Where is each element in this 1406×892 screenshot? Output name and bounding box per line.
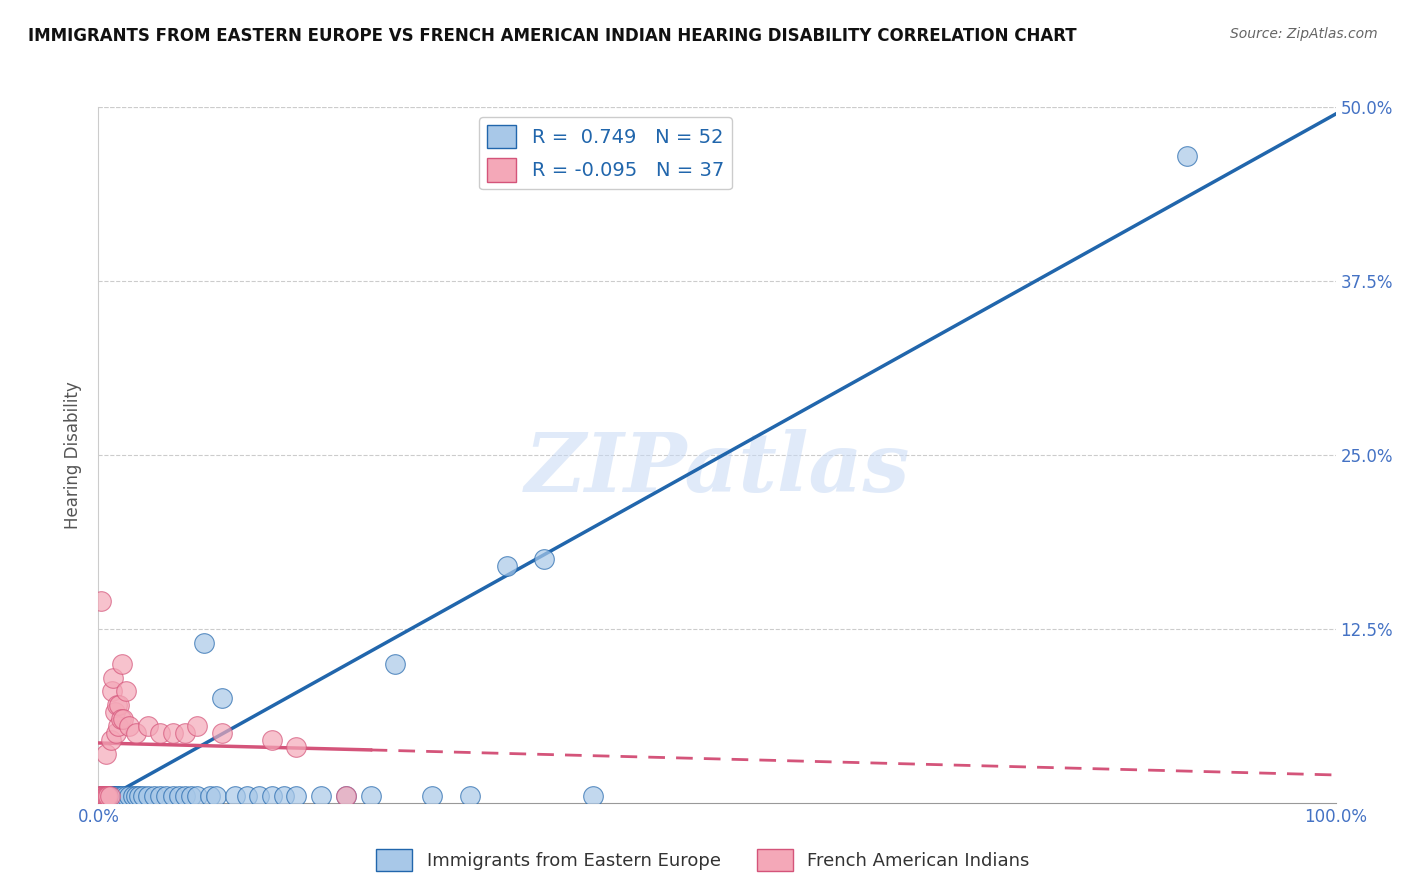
Point	[236, 789, 259, 803]
Point	[110, 712, 132, 726]
Point	[273, 789, 295, 803]
Text: IMMIGRANTS FROM EASTERN EUROPE VS FRENCH AMERICAN INDIAN HEARING DISABILITY CORR: IMMIGRANTS FROM EASTERN EUROPE VS FRENCH…	[28, 27, 1077, 45]
Point	[174, 789, 197, 803]
Point	[90, 789, 112, 803]
Point	[162, 726, 184, 740]
Point	[112, 789, 135, 803]
Point	[98, 789, 121, 803]
Point	[105, 789, 128, 803]
Point	[100, 789, 122, 803]
Point	[582, 789, 605, 803]
Point	[124, 726, 146, 740]
Point	[224, 789, 246, 803]
Point	[94, 747, 117, 761]
Point	[118, 789, 141, 803]
Point	[285, 740, 308, 755]
Point	[100, 733, 122, 747]
Point	[96, 789, 118, 803]
Point	[107, 719, 129, 733]
Point	[260, 789, 283, 803]
Point	[111, 657, 134, 671]
Point	[103, 671, 125, 685]
Point	[162, 789, 184, 803]
Point	[103, 706, 125, 720]
Point	[149, 726, 172, 740]
Point	[122, 789, 145, 803]
Point	[211, 726, 233, 740]
Point	[174, 726, 197, 740]
Point	[97, 789, 120, 803]
Point	[90, 789, 112, 803]
Point	[93, 789, 115, 803]
Legend: R =  0.749   N = 52, R = -0.095   N = 37: R = 0.749 N = 52, R = -0.095 N = 37	[479, 117, 733, 189]
Point	[104, 789, 127, 803]
Point	[91, 789, 114, 803]
Point	[110, 789, 132, 803]
Point	[118, 719, 141, 733]
Point	[101, 789, 124, 803]
Point	[98, 789, 121, 803]
Point	[495, 559, 517, 574]
Point	[112, 712, 135, 726]
Point	[132, 789, 155, 803]
Point	[91, 789, 114, 803]
Point	[335, 789, 357, 803]
Point	[335, 789, 357, 803]
Point	[93, 789, 115, 803]
Point	[89, 789, 111, 803]
Point	[103, 789, 125, 803]
Point	[94, 789, 117, 803]
Point	[101, 684, 124, 698]
Point	[97, 789, 120, 803]
Point	[247, 789, 270, 803]
Point	[103, 789, 125, 803]
Text: ZIPatlas: ZIPatlas	[524, 429, 910, 508]
Point	[458, 789, 481, 803]
Point	[107, 789, 129, 803]
Point	[93, 789, 115, 803]
Point	[108, 698, 131, 713]
Point	[128, 789, 150, 803]
Point	[105, 698, 128, 713]
Point	[143, 789, 166, 803]
Point	[360, 789, 382, 803]
Point	[285, 789, 308, 803]
Point	[180, 789, 202, 803]
Point	[96, 789, 118, 803]
Point	[260, 733, 283, 747]
Legend: Immigrants from Eastern Europe, French American Indians: Immigrants from Eastern Europe, French A…	[368, 842, 1038, 879]
Point	[136, 719, 159, 733]
Point	[422, 789, 444, 803]
Text: Source: ZipAtlas.com: Source: ZipAtlas.com	[1230, 27, 1378, 41]
Point	[211, 691, 233, 706]
Y-axis label: Hearing Disability: Hearing Disability	[65, 381, 83, 529]
Point	[114, 789, 136, 803]
Point	[93, 789, 115, 803]
Point	[198, 789, 221, 803]
Point	[186, 789, 208, 803]
Point	[384, 657, 406, 671]
Point	[93, 789, 115, 803]
Point	[93, 789, 115, 803]
Point	[186, 719, 208, 733]
Point	[193, 636, 215, 650]
Point	[94, 789, 117, 803]
Point	[149, 789, 172, 803]
Point	[167, 789, 190, 803]
Point	[309, 789, 332, 803]
Point	[90, 594, 112, 608]
Point	[104, 726, 127, 740]
Point	[1175, 149, 1198, 163]
Point	[533, 552, 555, 566]
Point	[155, 789, 177, 803]
Point	[205, 789, 228, 803]
Point	[91, 789, 114, 803]
Point	[136, 789, 159, 803]
Point	[114, 684, 136, 698]
Point	[124, 789, 146, 803]
